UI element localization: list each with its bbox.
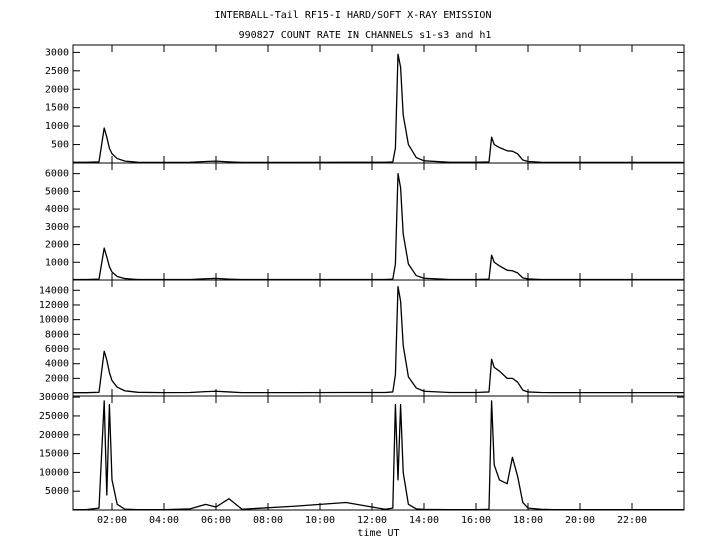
y-tick-label: 500 [51, 140, 69, 151]
chart-subtitle: 990827 COUNT RATE IN CHANNELS s1-s3 and … [239, 30, 492, 41]
data-line [73, 172, 684, 281]
y-tick-label: 5000 [45, 486, 69, 497]
x-tick-label: 22:00 [617, 515, 647, 526]
y-tick-label: 10000 [39, 467, 69, 478]
y-tick-label: 6000 [45, 344, 69, 355]
x-tick-label: 10:00 [305, 515, 335, 526]
x-tick-label: 18:00 [513, 515, 543, 526]
x-tick-label: 02:00 [97, 515, 127, 526]
data-line [73, 400, 684, 511]
x-tick-label: 14:00 [409, 515, 439, 526]
y-tick-label: 10000 [39, 315, 69, 326]
plot-frame [72, 395, 685, 511]
x-axis-label: time UT [357, 528, 399, 539]
y-tick-label: 5000 [45, 186, 69, 197]
y-tick-label: 2500 [45, 66, 69, 77]
y-tick-label: 8000 [45, 329, 69, 340]
x-tick-label: 08:00 [253, 515, 283, 526]
y-tick-label: 3000 [45, 47, 69, 58]
x-tick-label: 16:00 [461, 515, 491, 526]
y-tick-label: 1000 [45, 257, 69, 268]
y-tick-label: 6000 [45, 169, 69, 180]
y-tick-label: 4000 [45, 204, 69, 215]
y-tick-label: 30000 [39, 392, 69, 403]
data-line [73, 285, 684, 394]
y-tick-label: 25000 [39, 411, 69, 422]
data-line [73, 53, 684, 164]
x-tick-label: 06:00 [201, 515, 231, 526]
y-tick-label: 14000 [39, 285, 69, 296]
y-tick-label: 3000 [45, 222, 69, 233]
y-tick-label: 4000 [45, 359, 69, 370]
y-tick-label: 15000 [39, 449, 69, 460]
y-tick-label: 1500 [45, 103, 69, 114]
y-tick-label: 20000 [39, 430, 69, 441]
x-tick-label: 20:00 [565, 515, 595, 526]
x-tick-label: 12:00 [357, 515, 387, 526]
y-tick-label: 2000 [45, 84, 69, 95]
x-tick-label: 04:00 [149, 515, 179, 526]
y-tick-label: 2000 [45, 240, 69, 251]
y-tick-label: 12000 [39, 300, 69, 311]
chart-title: INTERBALL-Tail RF15-I HARD/SOFT X-RAY EM… [215, 10, 492, 21]
y-tick-label: 2000 [45, 373, 69, 384]
y-tick-label: 1000 [45, 121, 69, 132]
